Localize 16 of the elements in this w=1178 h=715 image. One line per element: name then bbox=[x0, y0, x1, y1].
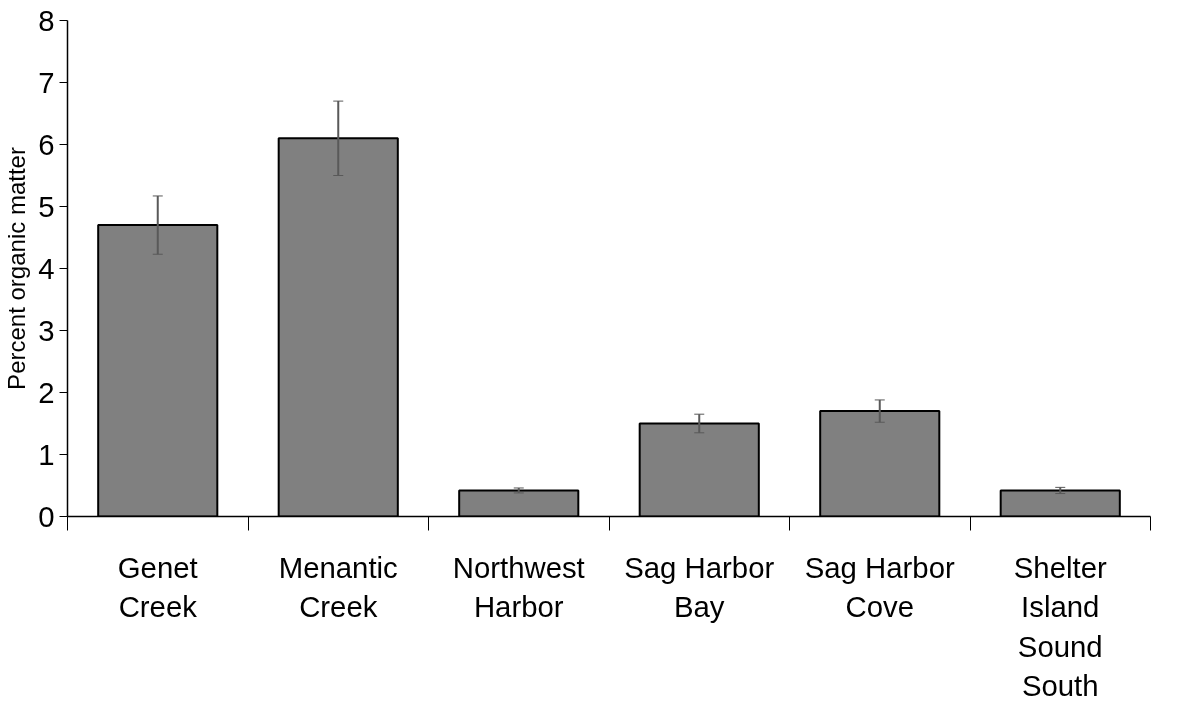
y-axis-title: Percent organic matter bbox=[3, 147, 31, 390]
x-tick-label: Shelter Island Sound South bbox=[1013, 550, 1107, 703]
y-tick-label: 2 bbox=[38, 375, 55, 409]
y-tick-label: 8 bbox=[38, 3, 55, 37]
y-tick-label: 1 bbox=[38, 437, 55, 471]
y-tick-label: 0 bbox=[38, 499, 55, 533]
y-tick-label: 4 bbox=[38, 251, 55, 285]
y-tick-label: 7 bbox=[38, 65, 55, 99]
x-tick-label: Sag Harbor Cove bbox=[804, 550, 955, 624]
y-tick-label: 3 bbox=[38, 313, 55, 347]
x-tick-label: Northwest Harbor bbox=[452, 550, 585, 624]
y-tick-label: 6 bbox=[38, 127, 55, 161]
x-tick-label: Menantic Creek bbox=[278, 550, 398, 624]
x-tick-label: Genet Creek bbox=[117, 550, 198, 624]
y-tick-label: 5 bbox=[38, 189, 55, 223]
x-tick-label: Sag Harbor Bay bbox=[624, 550, 775, 624]
